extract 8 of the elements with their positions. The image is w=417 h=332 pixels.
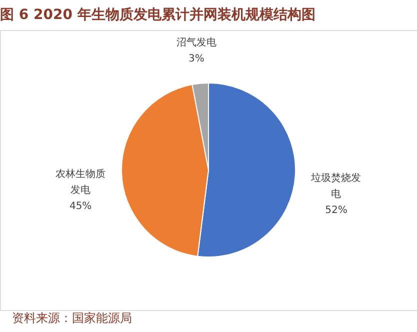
data-label: 45% [69,201,92,212]
chart-title: 图 6 2020 年生物质发电累计并网装机规模结构图 [0,6,316,23]
text: 资料来源：国家能源局 [12,311,132,325]
slice-label: 垃圾焚烧发电 [310,172,362,200]
slice-label: 农林生物质发电 [56,168,106,196]
slice-label: 沼气发电 [176,36,216,49]
data-label: 52% [325,205,348,216]
data-label: 3% [188,54,204,65]
